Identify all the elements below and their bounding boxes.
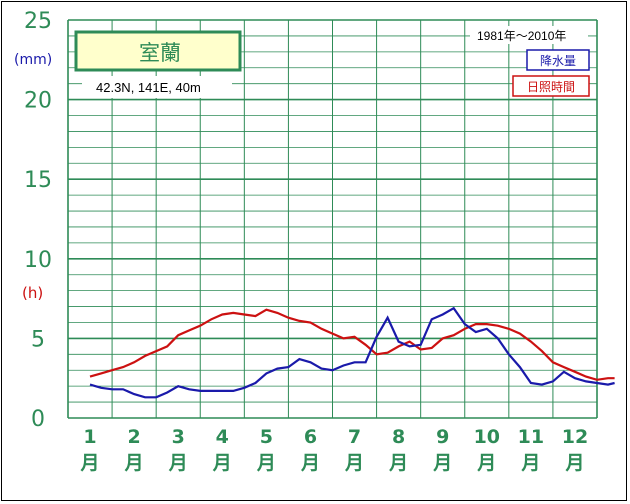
sunshine-unit-label: (h) (22, 284, 43, 302)
month-kanji-label: 月 (564, 452, 584, 474)
legend-sunshine-box (512, 75, 590, 97)
month-number-label: 4 (216, 426, 229, 448)
month-number-label: 9 (436, 426, 449, 448)
y-tick-label: 25 (24, 9, 52, 34)
month-kanji-label: 月 (300, 452, 320, 474)
month-number-label: 11 (518, 426, 544, 448)
month-number-label: 5 (260, 426, 273, 448)
month-kanji-label: 月 (168, 452, 188, 474)
month-number-label: 8 (392, 426, 405, 448)
legend-precip-box (526, 49, 590, 71)
y-tick-labels: 0 5 10 15 20 25 (24, 9, 52, 432)
month-number-label: 3 (172, 426, 185, 448)
month-number-label: 12 (562, 426, 588, 448)
period-label: 1981年〜2010年 (477, 29, 566, 43)
month-labels: 1 月 2 月 3 月 4 月 5 月 6 月 7 月 8 月 9 月 10 月 11 月 12 月 (80, 426, 589, 474)
month-kanji-label: 月 (256, 452, 276, 474)
month-number-label: 2 (128, 426, 141, 448)
y-tick-label: 10 (24, 248, 52, 273)
month-kanji-label: 月 (432, 452, 452, 474)
month-number-label: 6 (304, 426, 317, 448)
precipitation-line (89, 306, 615, 399)
legend-precip-label: 降水量 (540, 54, 576, 68)
month-kanji-label: 月 (212, 452, 232, 474)
station-coordinates: 42.3N, 141E, 40m (96, 80, 201, 95)
grid (67, 19, 598, 419)
station-name: 室蘭 (139, 41, 181, 65)
month-kanji-label: 月 (476, 452, 496, 474)
month-kanji-label: 月 (80, 452, 100, 474)
month-kanji-label: 月 (388, 452, 408, 474)
legend-sunshine-label: 日照時間 (527, 80, 575, 94)
month-kanji-label: 月 (124, 452, 144, 474)
month-number-label: 7 (348, 426, 361, 448)
month-number-label: 1 (83, 426, 96, 448)
y-tick-label: 5 (31, 327, 45, 352)
coords-bg (82, 76, 232, 98)
y-tick-label: 20 (24, 89, 52, 114)
month-kanji-label: 月 (344, 452, 364, 474)
sunshine-line (89, 308, 615, 381)
y-tick-label: 0 (31, 407, 45, 432)
station-box (74, 30, 242, 72)
precip-unit-label: (mm) (14, 52, 52, 68)
y-tick-label: 15 (24, 168, 52, 193)
month-kanji-label: 月 (520, 452, 540, 474)
period-bg (470, 26, 588, 44)
month-number-label: 10 (474, 426, 500, 448)
